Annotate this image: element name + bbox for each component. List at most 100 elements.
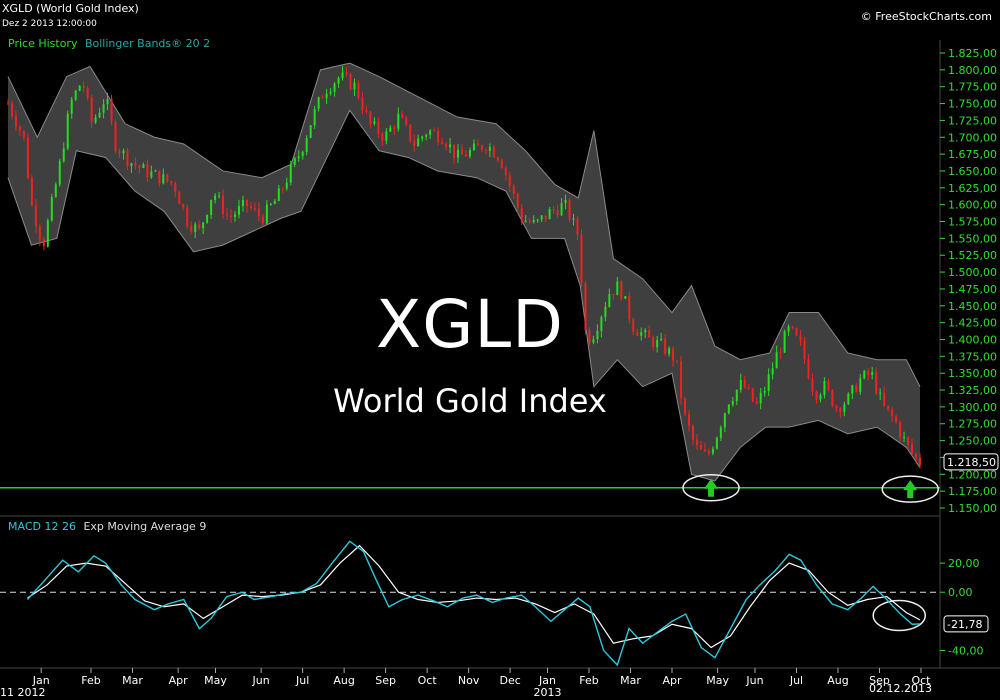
bollinger-lower-band bbox=[7, 109, 921, 482]
legend-bollinger-bands[interactable]: Bollinger Bands® 20 2 bbox=[84, 37, 211, 50]
source-credit: © FreeStockCharts.com bbox=[860, 10, 992, 23]
candle-body bbox=[249, 206, 252, 208]
candle-body bbox=[18, 126, 21, 131]
candle-body bbox=[237, 205, 240, 215]
candle-body bbox=[365, 110, 368, 112]
candle-body bbox=[457, 149, 460, 158]
candle-body bbox=[214, 195, 217, 200]
legend-macd[interactable]: MACD 12 26 bbox=[8, 520, 76, 533]
candle-body bbox=[174, 183, 177, 192]
candle-body bbox=[50, 196, 53, 221]
candle-body bbox=[14, 115, 17, 127]
candle-body bbox=[815, 391, 818, 400]
time-axis-label: Aug bbox=[333, 674, 354, 687]
candle-body bbox=[648, 329, 651, 338]
candle-body bbox=[672, 348, 675, 361]
candle-body bbox=[616, 281, 619, 296]
candle-body bbox=[397, 113, 400, 129]
time-axis-year-label: 2013 bbox=[533, 686, 561, 699]
candle-body bbox=[879, 392, 882, 394]
legend-price-history[interactable]: Price History bbox=[8, 37, 78, 50]
candle-body bbox=[82, 85, 85, 88]
last-price-label: 1.218,50 bbox=[947, 456, 996, 469]
candle-body bbox=[66, 113, 69, 149]
candle-body bbox=[512, 185, 515, 194]
candle-body bbox=[46, 220, 49, 247]
macd-legend: MACD 12 26 Exp Moving Average 9 bbox=[8, 520, 206, 533]
candle-body bbox=[520, 208, 523, 222]
candle-body bbox=[202, 222, 205, 229]
candle-body bbox=[608, 294, 611, 307]
candle-body bbox=[30, 178, 33, 206]
candle-body bbox=[468, 150, 471, 157]
candle-body bbox=[743, 380, 746, 388]
candle-body bbox=[210, 199, 213, 215]
candle-body bbox=[472, 143, 475, 151]
candle-body bbox=[154, 170, 157, 172]
candle-body bbox=[22, 130, 25, 138]
legend-macd-signal[interactable]: Exp Moving Average 9 bbox=[83, 520, 207, 533]
candle-body bbox=[445, 144, 448, 148]
time-axis-label: Sep bbox=[869, 674, 890, 687]
candle-body bbox=[170, 181, 173, 184]
price-axis-label: 1.700,00 bbox=[948, 131, 997, 144]
candle-body bbox=[859, 378, 862, 392]
candle-body bbox=[895, 416, 898, 423]
candle-body bbox=[409, 124, 412, 141]
candle-body bbox=[727, 404, 730, 414]
candle-body bbox=[496, 157, 499, 161]
time-axis-label: Mar bbox=[122, 674, 143, 687]
price-axis-label: 1.175,00 bbox=[948, 485, 997, 498]
candle-body bbox=[544, 215, 547, 220]
candle-body bbox=[138, 165, 141, 169]
candle-body bbox=[799, 335, 802, 341]
time-axis-label: Aug bbox=[827, 674, 848, 687]
candle-body bbox=[628, 296, 631, 320]
candle-body bbox=[158, 170, 161, 184]
candle-body bbox=[867, 370, 870, 375]
candle-body bbox=[731, 400, 734, 405]
highlight-circle bbox=[682, 474, 740, 502]
candle-body bbox=[341, 72, 344, 78]
watermark-subtitle: World Gold Index bbox=[333, 382, 607, 420]
candle-body bbox=[723, 413, 726, 428]
candle-body bbox=[257, 208, 260, 217]
candle-body bbox=[389, 127, 392, 132]
candle-body bbox=[74, 90, 77, 100]
candle-body bbox=[297, 156, 300, 159]
price-axis-label: 1.500,00 bbox=[948, 266, 997, 279]
candle-body bbox=[385, 131, 388, 141]
macd-signal-line bbox=[27, 544, 921, 649]
candle-body bbox=[186, 207, 189, 227]
candle-body bbox=[644, 329, 647, 333]
candle-body bbox=[194, 224, 197, 232]
time-axis-label: May bbox=[706, 674, 729, 687]
candle-body bbox=[572, 218, 575, 220]
candle-body bbox=[265, 204, 268, 224]
candle-body bbox=[536, 219, 539, 221]
candle-body bbox=[915, 453, 918, 458]
candle-body bbox=[253, 207, 256, 209]
price-axis-label: 1.150,00 bbox=[948, 502, 997, 515]
candle-body bbox=[891, 409, 894, 417]
candle-body bbox=[10, 103, 13, 116]
candle-body bbox=[7, 103, 9, 105]
candle-body bbox=[919, 457, 921, 465]
time-axis-label: May bbox=[204, 674, 227, 687]
candle-body bbox=[58, 161, 61, 185]
price-axis-label: 1.375,00 bbox=[948, 350, 997, 363]
candle-body bbox=[887, 405, 890, 410]
price-axis-label: 1.275,00 bbox=[948, 418, 997, 431]
candle-body bbox=[528, 220, 531, 223]
time-axis-label: Jun bbox=[745, 674, 763, 687]
candle-body bbox=[413, 140, 416, 147]
candle-body bbox=[660, 338, 663, 340]
candle-body bbox=[568, 199, 571, 220]
up-arrow-icon bbox=[704, 478, 719, 497]
candle-body bbox=[747, 387, 750, 389]
candle-body bbox=[703, 449, 706, 452]
candle-body bbox=[281, 188, 284, 190]
candle-body bbox=[429, 130, 432, 136]
candle-body bbox=[484, 150, 487, 152]
